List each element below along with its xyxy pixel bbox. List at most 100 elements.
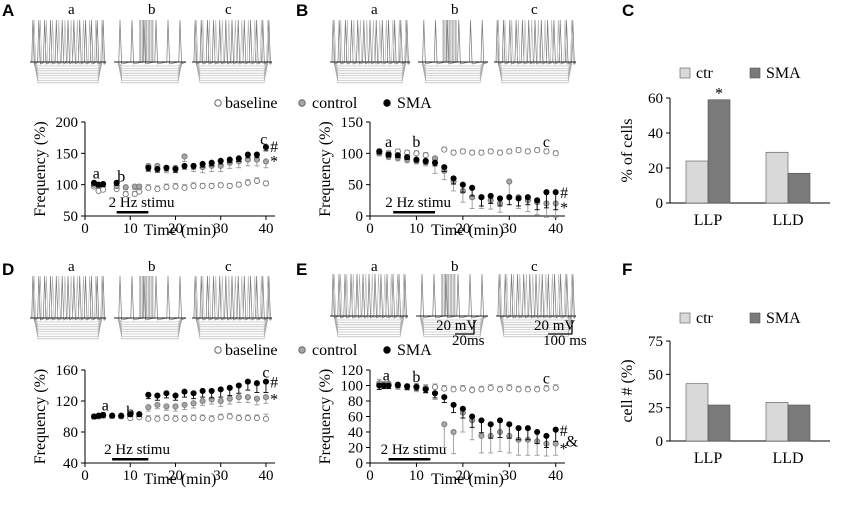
chart-d-point-sma bbox=[217, 386, 224, 393]
trace-d-c-hyperpol-sweep bbox=[192, 317, 272, 337]
chart-d-annotation: b bbox=[126, 404, 134, 421]
chart-a-point-control bbox=[122, 184, 129, 191]
chart-b-point-control bbox=[506, 178, 513, 185]
chart-e-xtick-label: 40 bbox=[548, 468, 563, 484]
chart-c-annotation: * bbox=[715, 86, 723, 103]
legend-bottom-control-marker bbox=[298, 346, 306, 354]
chart-d-series-sma bbox=[90, 378, 270, 420]
chart-e-point-control bbox=[478, 432, 485, 439]
chart-e-series-sma bbox=[376, 381, 559, 448]
chart-c-ytick-label: 20 bbox=[648, 161, 663, 177]
chart-a-point-baseline bbox=[226, 182, 233, 189]
chart-a-ytick-label: 100 bbox=[56, 178, 79, 194]
chart-e-stim-bar bbox=[388, 458, 431, 461]
chart-d-point-control bbox=[262, 394, 270, 401]
chart-b-point-baseline bbox=[524, 148, 531, 155]
trace-b-b-burst-spike bbox=[451, 20, 454, 62]
chart-d-stim-bar bbox=[112, 458, 149, 461]
chart-e-xlabel: Time (min) bbox=[431, 471, 504, 488]
chart-b-point-sma bbox=[469, 184, 476, 191]
trace-a-a-spike-train bbox=[30, 19, 107, 66]
chart-c-legend-label-sma: SMA bbox=[766, 65, 801, 82]
chart-e-ytick-label: 120 bbox=[341, 363, 364, 379]
legend-top-control: control bbox=[312, 95, 358, 112]
trace-d-a-hyperpol-sweep bbox=[30, 317, 106, 337]
trace-d-b-hyperpol-sweep bbox=[114, 317, 186, 332]
chart-d-point-control bbox=[226, 395, 233, 402]
chart-b-point-sma bbox=[459, 181, 466, 188]
chart-d-ytick-label: 120 bbox=[56, 394, 79, 410]
trace-d-c-hyperpol-sweep bbox=[192, 317, 272, 340]
chart-a-point-sma bbox=[163, 164, 170, 171]
trace-label-a-b: b bbox=[148, 2, 156, 18]
trace-a-a-hyperpol-sweep bbox=[30, 61, 106, 76]
chart-d-xtick-label: 40 bbox=[258, 468, 273, 484]
trace-a-b-burst-spike bbox=[145, 20, 148, 62]
chart-d-point-sma bbox=[163, 390, 170, 397]
chart-e-point-sma bbox=[450, 401, 457, 408]
chart-b-point-sma bbox=[506, 194, 513, 201]
trace-d-b bbox=[114, 275, 187, 340]
chart-b-xtick-label: 40 bbox=[548, 221, 563, 237]
chart-b-point-baseline bbox=[506, 148, 513, 155]
chart-e-point-baseline bbox=[459, 385, 466, 392]
chart-a-stim-label: 2 Hz stimu bbox=[109, 195, 175, 211]
chart-d-point-sma bbox=[208, 387, 215, 394]
chart-a-annotation: a bbox=[93, 165, 100, 182]
chart-b-point-baseline bbox=[543, 148, 550, 155]
trace-b-c bbox=[494, 19, 577, 84]
chart-a-annotation: c bbox=[260, 132, 267, 149]
trace-a-c-spike-train bbox=[192, 19, 273, 66]
chart-c-legend-label-ctr: ctr bbox=[696, 65, 714, 82]
trace-a-b-burst-spike bbox=[151, 20, 154, 62]
chart-d-point-baseline bbox=[181, 415, 188, 422]
chart-e-point-sma bbox=[431, 390, 439, 397]
chart-b-xtick-label: 30 bbox=[502, 221, 517, 237]
chart-b-xtick-label: 0 bbox=[366, 221, 374, 237]
chart-b-point-sma bbox=[413, 156, 420, 163]
chart-a-point-baseline bbox=[122, 191, 129, 198]
chart-d-point-baseline bbox=[244, 414, 251, 422]
chart-e-xtick-label: 20 bbox=[455, 468, 470, 484]
chart-f-ytick-label: 0 bbox=[656, 434, 664, 450]
chart-a-point-baseline bbox=[100, 186, 107, 193]
legend-bottom-baseline: baseline bbox=[225, 342, 277, 359]
legend-bottom-sma-marker bbox=[383, 346, 391, 354]
chart-b-point-sma bbox=[385, 151, 392, 158]
chart-c-bar-ctr bbox=[685, 160, 709, 204]
chart-a-point-baseline bbox=[253, 177, 260, 184]
trace-b-c-hyperpol-sweep bbox=[494, 61, 576, 84]
chart-e-ytick-label: 100 bbox=[341, 379, 364, 395]
chart-d-point-baseline bbox=[199, 414, 206, 422]
chart-b-ylabel: Frequency (%) bbox=[317, 121, 334, 217]
chart-e-point-baseline bbox=[478, 386, 485, 393]
trace-d-b-burst-spike bbox=[145, 276, 148, 318]
chart-e-annotation: & bbox=[566, 433, 579, 450]
trace-b-c-hyperpol-sweep bbox=[494, 61, 576, 81]
legend-top-sma-marker bbox=[383, 99, 391, 107]
chart-f-category-label: LLP bbox=[694, 450, 723, 467]
chart-f-bar-ctr bbox=[685, 383, 709, 442]
chart-d-point-baseline bbox=[217, 414, 224, 421]
chart-b: 0 50 100 150 0 10 20 30 40 Time (min) Frequency (%… bbox=[317, 115, 568, 239]
chart-c-bar-sma bbox=[787, 172, 811, 204]
trace-a-b-hyperpol-sweep bbox=[114, 61, 186, 81]
chart-e-point-baseline bbox=[450, 386, 457, 393]
chart-a-point-sma bbox=[199, 160, 206, 168]
legend-bottom-sma: SMA bbox=[397, 342, 432, 359]
chart-c: 0 20 40 60 % of cells LLP LLD ctr SMA * bbox=[619, 65, 830, 229]
chart-e-point-sma bbox=[552, 426, 559, 433]
trace-b-c-spike-train bbox=[494, 19, 577, 65]
chart-d-xtick-label: 30 bbox=[213, 468, 228, 484]
chart-d-point-control bbox=[217, 397, 224, 405]
trace-e-c-spike-train bbox=[496, 273, 577, 320]
chart-b-ytick-label: 150 bbox=[341, 115, 364, 131]
chart-c-category-label: LLP bbox=[694, 212, 723, 229]
chart-d-point-baseline bbox=[172, 415, 179, 422]
trace-e-c bbox=[496, 273, 577, 338]
chart-d-point-baseline bbox=[163, 414, 170, 422]
trace-d-c bbox=[192, 275, 273, 340]
chart-d-point-sma bbox=[109, 412, 116, 419]
chart-e-point-baseline bbox=[431, 383, 439, 391]
